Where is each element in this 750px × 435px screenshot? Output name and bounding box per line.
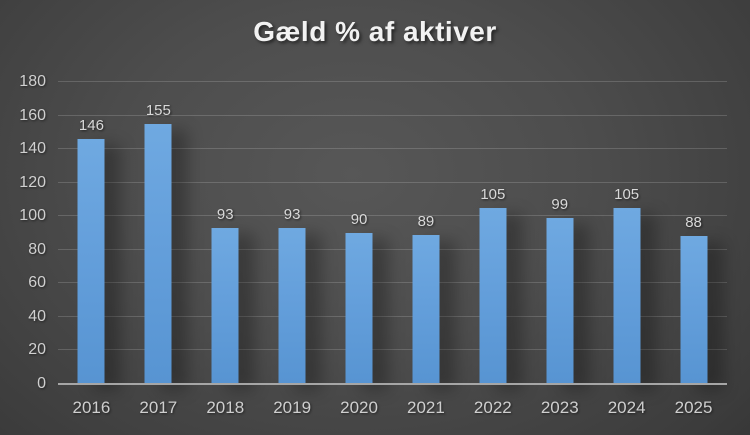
- gridline: [58, 114, 727, 116]
- bar-value-label: 146: [78, 117, 104, 135]
- bar-slot: 90: [326, 82, 393, 384]
- x-axis-line: [58, 383, 727, 385]
- y-tick-label: 140: [19, 140, 46, 158]
- x-tick-label: 2025: [674, 398, 713, 417]
- x-axis-labels: 2016 2017 2018 2019 2020 2021 2022 2023 2024 2025: [58, 398, 727, 422]
- x-tick-label: 2020: [340, 398, 378, 417]
- plot-area: 146 155 93 93 90 89 105 99 105 88: [58, 81, 727, 385]
- gridline: [58, 248, 727, 250]
- bar: [412, 234, 440, 384]
- bar: [546, 217, 574, 384]
- chart-title: Gæld % af aktiver: [253, 16, 497, 47]
- y-tick-label: 120: [19, 173, 46, 191]
- gridline: [58, 282, 727, 284]
- bar-slot: 93: [259, 82, 326, 384]
- bar: [278, 227, 306, 384]
- bar-slot: 93: [192, 82, 259, 384]
- bar-value-label: 155: [145, 101, 171, 119]
- y-tick-label: 80: [28, 240, 46, 258]
- bar-value-label: 88: [685, 214, 702, 232]
- bar-value-label: 105: [614, 185, 640, 203]
- x-tick-label: 2023: [540, 398, 579, 417]
- bar-value-label: 90: [350, 211, 368, 228]
- x-tick-label: 2017: [139, 398, 178, 417]
- x-tick-label: 2018: [206, 398, 245, 417]
- bar-slot: 88: [660, 82, 727, 384]
- bar: [211, 227, 239, 384]
- bar-slot: 146: [58, 82, 125, 384]
- x-tick-label: 2019: [273, 398, 312, 417]
- gridline: [58, 148, 727, 150]
- x-tick-label: 2021: [407, 398, 445, 417]
- x-tick-label: 2024: [607, 398, 646, 417]
- bar-slot: 105: [459, 82, 526, 384]
- y-tick-label: 20: [28, 341, 46, 359]
- bar: [680, 236, 708, 384]
- x-tick-label: 2016: [72, 398, 111, 417]
- bar-slot: 105: [593, 82, 660, 384]
- bar-slot: 89: [393, 82, 460, 384]
- y-axis-labels: 0 20 40 60 80 100 120 140 160 180: [0, 73, 46, 392]
- y-tick-label: 100: [19, 207, 46, 225]
- bar: [77, 139, 105, 384]
- bar-value-label: 93: [283, 205, 301, 223]
- gridline: [58, 315, 727, 317]
- bar: [345, 233, 373, 384]
- bar-slot: 155: [125, 82, 192, 384]
- x-tick-label: 2022: [473, 398, 512, 417]
- y-tick-label: 160: [19, 106, 46, 124]
- y-tick-label: 0: [37, 375, 46, 392]
- bar-value-label: 105: [480, 185, 506, 203]
- bar: [613, 207, 641, 384]
- bar-value-label: 93: [216, 205, 234, 223]
- gridline: [58, 215, 727, 217]
- bar-slot: 99: [526, 82, 593, 384]
- gridline: [58, 81, 727, 82]
- bar: [479, 207, 507, 384]
- gridline: [58, 181, 727, 183]
- bar-value-label: 89: [417, 212, 435, 230]
- bar: [144, 123, 172, 384]
- bar-value-label: 99: [551, 195, 569, 213]
- y-tick-label: 180: [19, 73, 46, 90]
- y-tick-label: 40: [28, 307, 46, 325]
- y-tick-label: 60: [28, 274, 46, 292]
- gridline: [58, 349, 727, 351]
